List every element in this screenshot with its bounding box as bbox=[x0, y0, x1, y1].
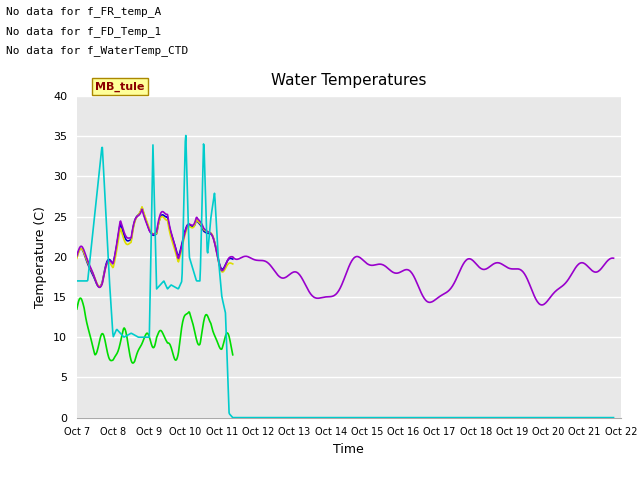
Text: MB_tule: MB_tule bbox=[95, 82, 144, 92]
X-axis label: Time: Time bbox=[333, 443, 364, 456]
Text: No data for f_FD_Temp_1: No data for f_FD_Temp_1 bbox=[6, 25, 162, 36]
Y-axis label: Temperature (C): Temperature (C) bbox=[35, 206, 47, 308]
Title: Water Temperatures: Water Temperatures bbox=[271, 73, 426, 88]
Text: No data for f_WaterTemp_CTD: No data for f_WaterTemp_CTD bbox=[6, 45, 189, 56]
Text: No data for f_FR_temp_A: No data for f_FR_temp_A bbox=[6, 6, 162, 17]
